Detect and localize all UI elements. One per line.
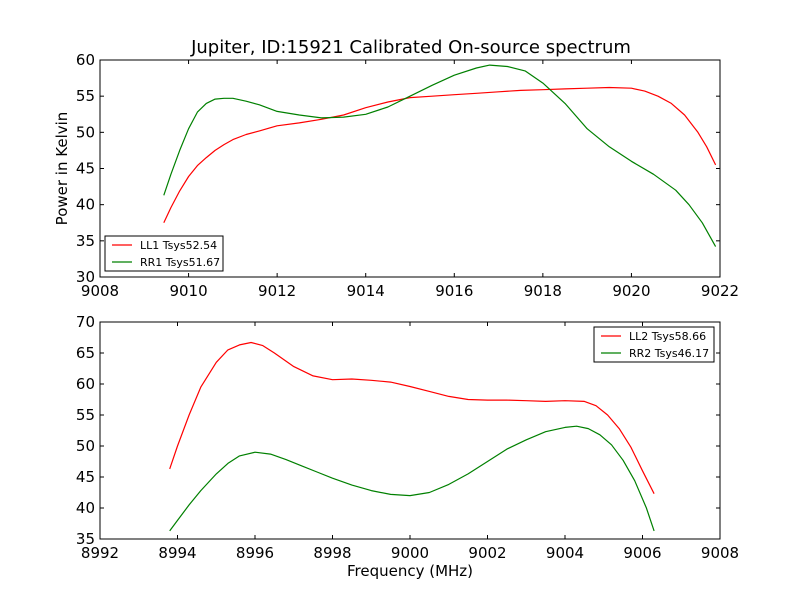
y-tick-label: 60 [76, 375, 95, 393]
legend-label: LL2 Tsys58.66 [629, 330, 706, 343]
y-tick-label: 50 [76, 123, 95, 141]
x-tick-label: 9008 [81, 282, 119, 300]
legend-label: LL1 Tsys52.54 [140, 239, 217, 252]
y-tick-label: 45 [76, 160, 95, 178]
legend-label: RR1 Tsys51.67 [140, 256, 220, 269]
x-axis-label: Frequency (MHz) [347, 562, 473, 580]
x-tick-label: 9000 [391, 544, 429, 562]
series-group [169, 341, 655, 532]
x-tick-label: 9004 [546, 544, 584, 562]
series-group [163, 64, 717, 247]
y-tick-label: 45 [76, 468, 95, 486]
x-tick-label: 9010 [169, 282, 207, 300]
legend: LL1 Tsys52.54 RR1 Tsys51.67 [104, 235, 224, 272]
chart-title: Jupiter, ID:15921 Calibrated On-source s… [190, 37, 631, 58]
series-line-ll1 [163, 86, 717, 224]
x-tick-label: 9014 [347, 282, 385, 300]
y-tick-label: 40 [76, 499, 95, 517]
x-tick-label: 9006 [623, 544, 661, 562]
y-tick-label: 40 [76, 196, 95, 214]
x-tick-label: 9020 [612, 282, 650, 300]
y-tick-label: 50 [76, 437, 95, 455]
y-tick-label: 30 [76, 268, 95, 286]
x-tick-label: 9012 [258, 282, 296, 300]
chart-panel-top: 9008 9010 9012 9014 9016 9018 9020 9022 30 35 40 45… [53, 51, 739, 300]
y-tick-label: 60 [76, 51, 95, 69]
x-tick-label: 8998 [313, 544, 351, 562]
series-line-rr2 [169, 425, 655, 532]
x-tick-label: 8996 [236, 544, 274, 562]
x-tick-label: 8994 [158, 544, 196, 562]
x-tick-label: 9022 [701, 282, 739, 300]
legend: LL2 Tsys58.66 RR2 Tsys46.17 [593, 326, 715, 363]
chart-panel-bottom: 8992 8994 8996 8998 9000 9002 9004 9006 9008 35 40… [76, 313, 739, 580]
y-tick-label: 65 [76, 344, 95, 362]
legend-box [593, 326, 715, 363]
y-tick-label: 70 [76, 313, 95, 331]
x-tick-label: 9008 [701, 544, 739, 562]
y-axis-label: Power in Kelvin [53, 112, 71, 226]
x-tick-label: 9018 [524, 282, 562, 300]
x-tick-label: 8992 [81, 544, 119, 562]
y-tick-label: 35 [76, 530, 95, 548]
legend-label: RR2 Tsys46.17 [629, 347, 709, 360]
series-line-ll2 [169, 341, 655, 494]
series-line-rr1 [163, 64, 717, 247]
x-tick-label: 9016 [435, 282, 473, 300]
y-tick-label: 35 [76, 232, 95, 250]
y-tick-label: 55 [76, 87, 95, 105]
legend-box [104, 235, 224, 272]
y-tick-label: 55 [76, 406, 95, 424]
x-tick-label: 9002 [468, 544, 506, 562]
